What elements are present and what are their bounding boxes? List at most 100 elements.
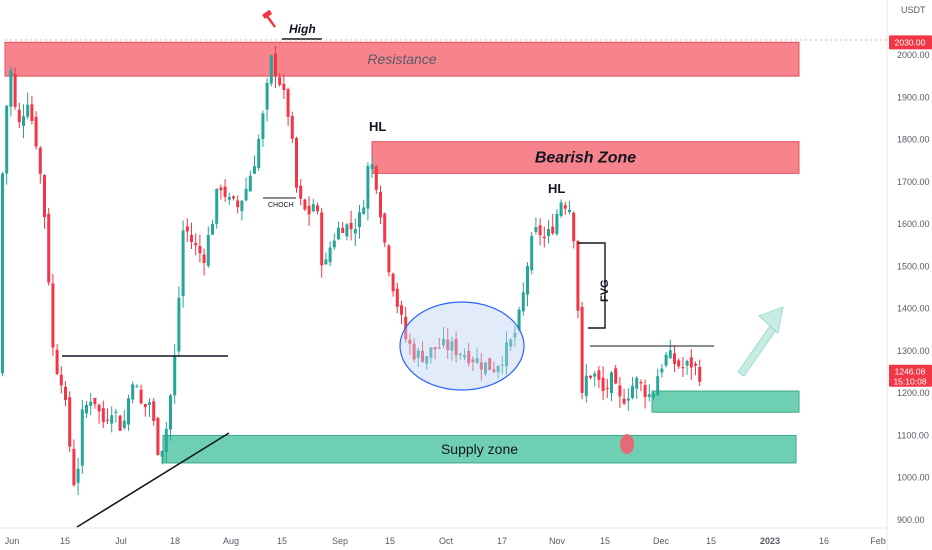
candle-body bbox=[647, 394, 651, 397]
candle-body bbox=[173, 355, 177, 396]
candle-body bbox=[311, 204, 315, 212]
candle-body bbox=[660, 368, 664, 373]
top-price-marker bbox=[889, 35, 932, 50]
top-price-label: 2030.00 bbox=[895, 37, 926, 47]
x-tick-label: 17 bbox=[497, 536, 507, 546]
candle-body bbox=[601, 377, 605, 392]
candle-body bbox=[542, 236, 546, 239]
hammer-icon bbox=[262, 10, 276, 28]
candle-body bbox=[236, 200, 240, 208]
candle-body bbox=[76, 468, 80, 483]
candle-body bbox=[253, 166, 256, 174]
candle-body bbox=[614, 368, 618, 384]
candle-body bbox=[395, 288, 399, 307]
candle-body bbox=[362, 207, 366, 214]
candle-body bbox=[374, 166, 378, 190]
candle-body bbox=[530, 236, 534, 271]
candle-body bbox=[526, 266, 529, 295]
candle-body bbox=[122, 420, 126, 428]
candle-body bbox=[437, 347, 441, 349]
zone-resistance[interactable] bbox=[4, 41, 800, 77]
candle-body bbox=[639, 382, 643, 384]
x-tick-label: 2023 bbox=[760, 536, 780, 546]
candle-body bbox=[559, 202, 563, 216]
candle-body bbox=[576, 240, 580, 311]
candle-body bbox=[127, 398, 130, 425]
candle-body bbox=[211, 223, 214, 235]
zone-demand-box[interactable] bbox=[651, 390, 800, 413]
candle-body bbox=[450, 341, 454, 351]
candle-body bbox=[316, 205, 319, 212]
candle-body bbox=[517, 309, 521, 330]
candle-body bbox=[584, 375, 588, 396]
candle-body bbox=[47, 213, 51, 283]
candle-body bbox=[618, 385, 622, 397]
candle-body bbox=[429, 347, 433, 358]
candle-body bbox=[169, 395, 172, 430]
candle-body bbox=[366, 166, 370, 209]
candle-body bbox=[698, 366, 702, 382]
x-tick-label: 15 bbox=[600, 536, 610, 546]
zone-supply-zone[interactable] bbox=[162, 434, 797, 464]
candle-body bbox=[278, 77, 282, 85]
candle-body bbox=[471, 359, 475, 362]
candle-body bbox=[551, 226, 555, 234]
candle-body bbox=[55, 349, 59, 374]
rising-trend-line bbox=[76, 432, 230, 528]
candle-body bbox=[206, 234, 210, 266]
candle-body bbox=[59, 374, 63, 386]
candle-body bbox=[412, 343, 416, 360]
candle-body bbox=[156, 417, 160, 455]
x-tick-label: 16 bbox=[819, 536, 829, 546]
candle-body bbox=[64, 386, 67, 400]
price-axis: 2000.00 1900.00 1800.00 1700.00 1600.00 1500.… bbox=[897, 50, 930, 525]
candle-body bbox=[261, 113, 265, 139]
candle-body bbox=[143, 403, 147, 408]
candle-body bbox=[219, 187, 223, 191]
countdown-timer: 15:10:08 bbox=[893, 377, 926, 387]
candle-body bbox=[488, 358, 492, 370]
x-tick-label: 15 bbox=[706, 536, 716, 546]
candle-body bbox=[135, 386, 139, 388]
candle-body bbox=[232, 196, 235, 199]
candle-body bbox=[652, 393, 655, 398]
candle-body bbox=[68, 397, 72, 447]
candle-body bbox=[664, 354, 668, 366]
candle-body bbox=[101, 408, 105, 423]
candle-body bbox=[89, 401, 93, 406]
candle-body bbox=[568, 209, 571, 213]
zone-bearish-zone[interactable] bbox=[371, 141, 800, 174]
candle-body bbox=[337, 227, 340, 240]
candles-layer bbox=[1, 46, 702, 496]
last-price-marker bbox=[889, 364, 932, 387]
zone-label: Resistance bbox=[367, 51, 436, 67]
candle-body bbox=[286, 89, 290, 117]
candle-body bbox=[421, 350, 424, 362]
x-tick-label: Jun bbox=[5, 536, 20, 546]
candle-body bbox=[563, 205, 567, 209]
candle-body bbox=[43, 175, 46, 218]
candle-body bbox=[643, 384, 647, 398]
candle-body bbox=[97, 404, 101, 412]
zone-label: Supply zone bbox=[441, 441, 518, 457]
y-tick-label: 1700.00 bbox=[897, 177, 930, 187]
candle-body bbox=[509, 339, 513, 347]
candle-body bbox=[416, 350, 420, 358]
x-tick-label: Sep bbox=[332, 536, 348, 546]
y-tick-label: 1200.00 bbox=[897, 388, 930, 398]
candle-body bbox=[240, 200, 244, 212]
zone-label: Bearish Zone bbox=[535, 150, 636, 167]
candle-body bbox=[190, 234, 193, 243]
candle-body bbox=[479, 362, 483, 370]
candle-body bbox=[635, 377, 639, 389]
candle-body bbox=[547, 228, 550, 236]
candle-body bbox=[626, 398, 630, 401]
candle-body bbox=[341, 227, 345, 234]
candle-body bbox=[114, 411, 118, 413]
candle-body bbox=[295, 138, 298, 188]
candle-body bbox=[30, 104, 34, 121]
candle-body bbox=[685, 360, 689, 366]
candle-body bbox=[9, 70, 13, 107]
